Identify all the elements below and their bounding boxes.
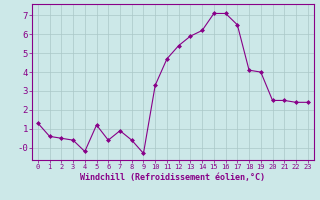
X-axis label: Windchill (Refroidissement éolien,°C): Windchill (Refroidissement éolien,°C) <box>80 173 265 182</box>
